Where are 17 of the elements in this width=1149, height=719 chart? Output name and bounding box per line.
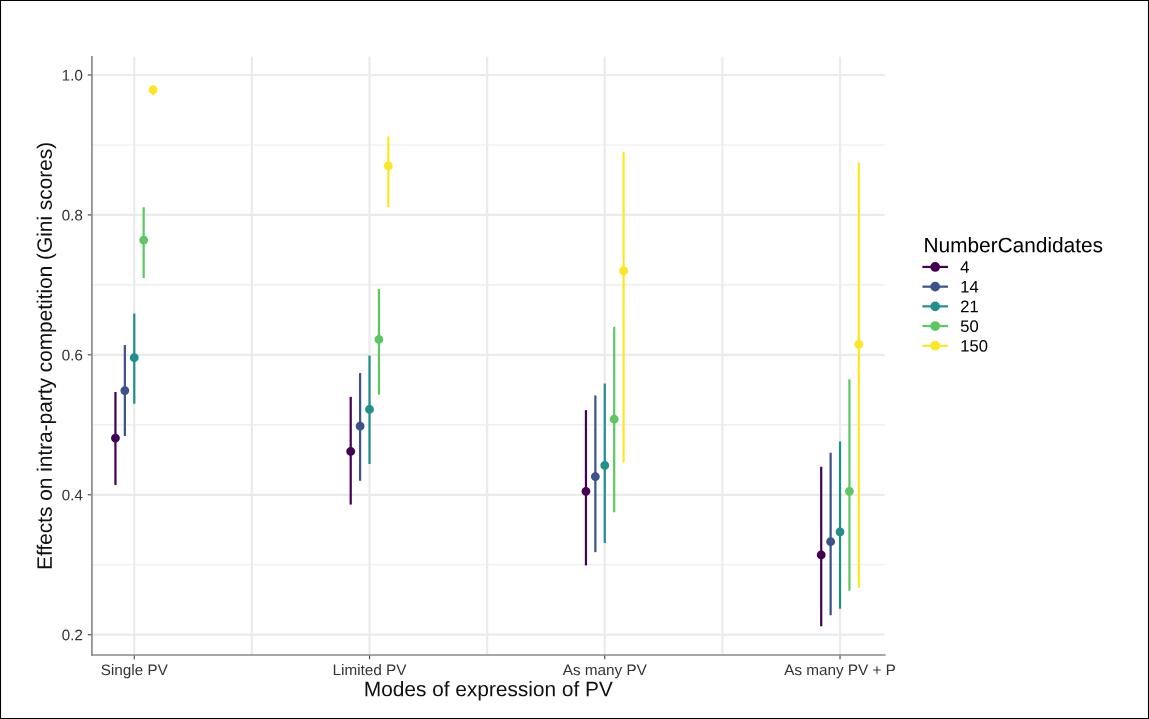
x-tick-label: Limited PV <box>333 664 407 676</box>
x-tick-label: As many PV + P <box>784 664 896 679</box>
legend-label: 14 <box>961 281 979 293</box>
legend-label: 50 <box>960 320 979 333</box>
y-tick-label: 1.0 <box>62 69 83 81</box>
y-tick-label: 0.2 <box>62 629 83 641</box>
x-axis-title: Modes of expression of PV <box>365 681 613 701</box>
x-tick-label: As many PV <box>562 664 647 679</box>
legend-title: NumberCandidates <box>925 237 1103 253</box>
legend-label: 21 <box>961 300 978 313</box>
y-tick-label: 0.8 <box>62 209 83 221</box>
y-tick-label: 0.6 <box>62 349 83 361</box>
legend-label: 4 <box>960 261 969 273</box>
y-tick-label: 0.4 <box>62 489 83 501</box>
y-axis-title: Effects on intra-party competition (Gini scores) <box>36 143 57 569</box>
legend-label: 150 <box>961 339 988 352</box>
x-tick-label: Single PV <box>101 664 168 679</box>
